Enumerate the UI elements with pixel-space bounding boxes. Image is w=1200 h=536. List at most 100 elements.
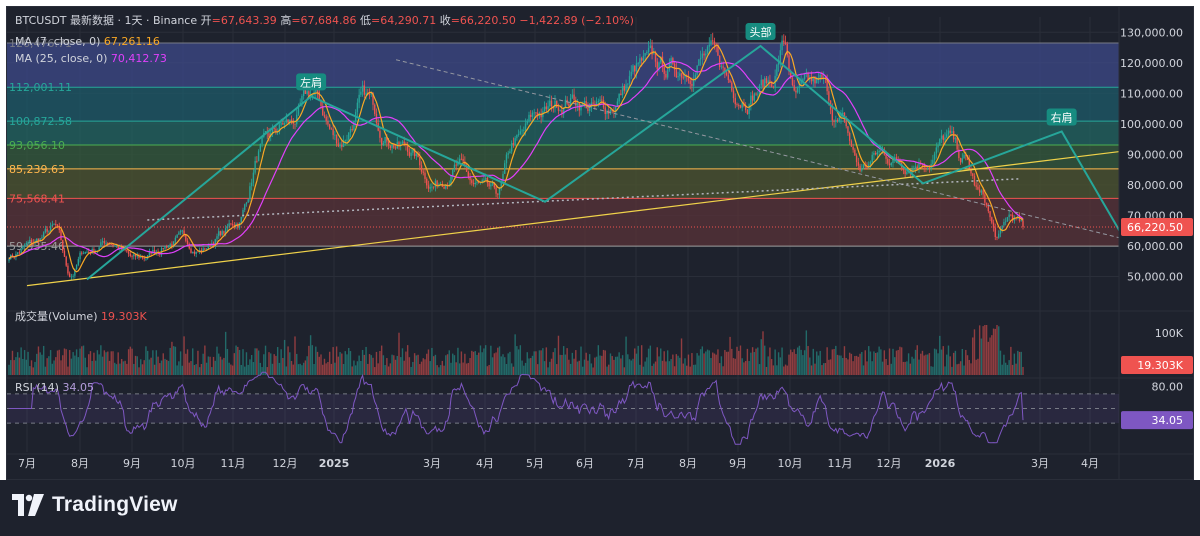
candle — [51, 220, 54, 227]
time-tick-label: 9月 — [729, 457, 747, 470]
candle-body — [195, 251, 197, 254]
volume-bar — [731, 348, 733, 375]
volume-bar — [521, 360, 523, 375]
candle — [531, 110, 534, 122]
candle-body — [422, 171, 424, 173]
volume-bar — [946, 354, 948, 375]
volume-bar — [276, 347, 279, 375]
volume-bar — [100, 345, 102, 375]
candle — [847, 126, 849, 136]
volume-bar — [847, 359, 849, 375]
candle-body — [81, 252, 83, 254]
rsi-legend: RSI (14) 34.05 — [15, 381, 94, 394]
volume-bar — [316, 351, 319, 375]
volume-bar — [599, 355, 601, 375]
pattern-label[interactable]: 右肩 — [1046, 108, 1077, 126]
candle — [753, 92, 756, 103]
candle-body — [1004, 221, 1007, 223]
chart-svg[interactable]: 126,476.71112,001.11100,872.5893,056.108… — [7, 7, 1194, 480]
candle-body — [200, 250, 203, 253]
volume-bar — [233, 353, 236, 375]
candle-body — [474, 182, 476, 185]
tradingview-logo[interactable]: TradingView — [12, 493, 178, 517]
candle — [374, 103, 376, 117]
candle-body — [810, 77, 813, 82]
volume-bar — [62, 355, 64, 375]
candle-body — [776, 64, 778, 76]
volume-bar — [564, 354, 567, 375]
candle-body — [464, 161, 466, 166]
candle-body — [928, 167, 931, 169]
volume-bar — [231, 365, 234, 375]
fib-label: 85,239.63 — [9, 163, 65, 176]
candle-body — [495, 187, 497, 194]
candle-body — [914, 166, 917, 169]
candle-body — [363, 85, 366, 95]
volume-bar — [420, 361, 423, 375]
candle-body — [836, 120, 839, 121]
candle — [231, 220, 234, 228]
volume-bar — [609, 353, 612, 375]
candle — [18, 250, 21, 254]
volume-bar — [550, 358, 553, 375]
candle — [153, 246, 156, 255]
candle-body — [845, 121, 847, 127]
volume-bar — [734, 358, 736, 375]
volume-bar — [661, 360, 664, 375]
candle — [731, 80, 733, 93]
volume-bar — [209, 356, 211, 375]
candle — [521, 128, 523, 137]
volume-bar — [708, 350, 710, 375]
pattern-label[interactable]: 左肩 — [296, 73, 327, 91]
ma25-value: 70,412.73 — [111, 52, 167, 65]
volume-bar — [764, 345, 766, 375]
candle — [556, 100, 558, 109]
volume-bar — [963, 365, 965, 375]
volume-bar — [382, 355, 385, 375]
candle-body — [533, 112, 535, 114]
volume-bar — [129, 346, 132, 375]
candle — [651, 39, 653, 60]
pattern-label[interactable]: 头部 — [745, 23, 776, 40]
rsi-value: 34.05 — [62, 381, 94, 394]
candle-body — [207, 244, 210, 250]
volume-bar — [718, 363, 721, 375]
candle — [706, 45, 709, 55]
candle-body — [467, 171, 470, 177]
price-tick-label: 50,000.00 — [1127, 270, 1183, 283]
candle — [380, 137, 383, 150]
candle-body — [861, 168, 863, 171]
pattern-label-bg — [1046, 108, 1077, 126]
candle-body — [443, 186, 445, 189]
volume-series — [8, 325, 1024, 375]
candle — [545, 102, 548, 112]
volume-bar — [568, 359, 570, 375]
candle — [601, 95, 603, 105]
candle-body — [323, 115, 326, 117]
candle — [84, 251, 86, 255]
candle-body — [1001, 225, 1003, 230]
volume-value-tag[interactable] — [1121, 356, 1193, 374]
volume-bar — [904, 361, 906, 375]
candle-body — [547, 106, 549, 110]
last-price-tag[interactable] — [1121, 217, 1193, 236]
volume-bar — [379, 350, 381, 375]
candle — [216, 233, 218, 242]
candle-body — [739, 105, 742, 108]
volume-bar — [339, 352, 341, 375]
candle — [1013, 215, 1016, 224]
rsi-value-tag[interactable] — [1121, 411, 1193, 430]
candle — [536, 108, 539, 120]
candle-body — [890, 163, 892, 166]
candle — [294, 123, 296, 130]
volume-bar — [406, 345, 409, 375]
candle — [597, 98, 600, 108]
candle-body — [666, 69, 669, 78]
candle — [351, 125, 353, 132]
price-tick-label: 130,000.00 — [1120, 26, 1183, 39]
candle-body — [703, 53, 705, 56]
candle-body — [530, 114, 532, 117]
volume-bar — [842, 357, 844, 375]
volume-bar — [186, 349, 189, 375]
candle-body — [980, 190, 983, 193]
